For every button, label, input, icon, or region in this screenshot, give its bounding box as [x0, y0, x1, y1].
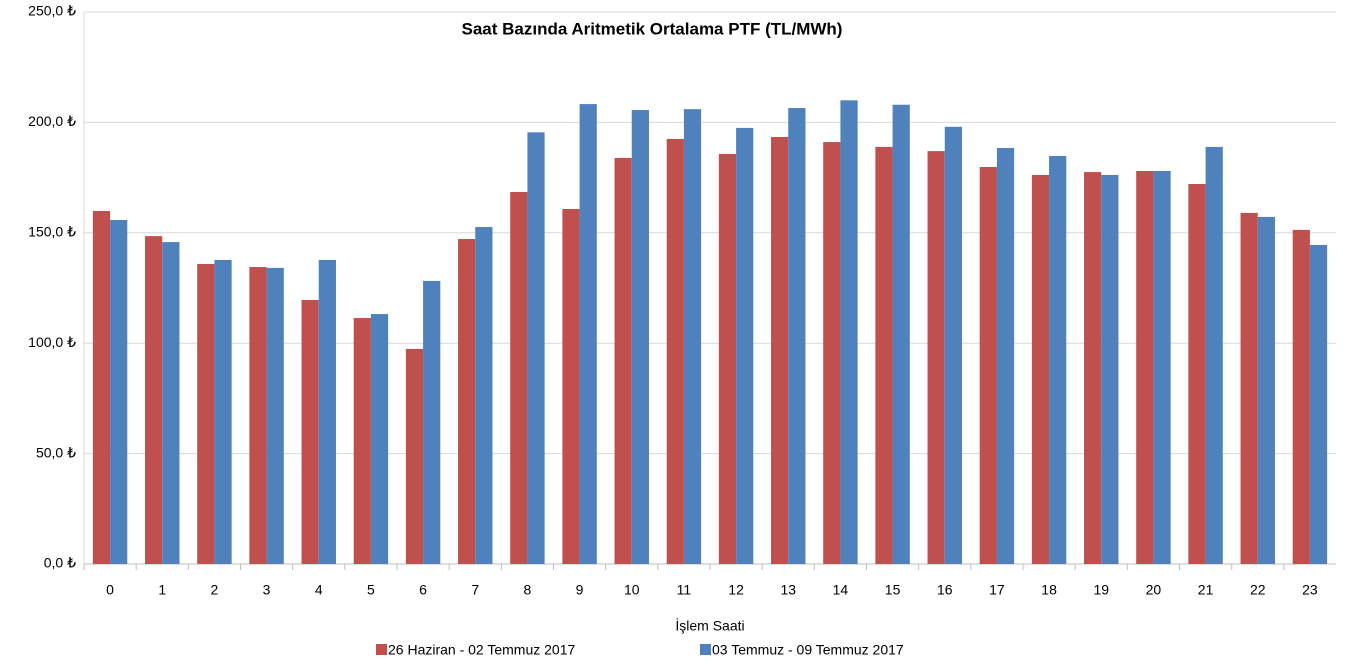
x-tick-label: 7 — [471, 582, 479, 598]
y-tick-label: 0,0 ₺ — [44, 555, 76, 571]
x-tick-label: 16 — [937, 582, 953, 598]
bar — [683, 109, 702, 564]
bar — [527, 132, 545, 564]
bar — [1292, 229, 1310, 564]
bar — [110, 219, 128, 565]
x-tick-label: 8 — [524, 582, 532, 598]
x-tick-label: 17 — [989, 582, 1005, 598]
bar — [788, 108, 806, 564]
bar — [405, 348, 424, 564]
bar — [823, 142, 841, 564]
bar — [145, 236, 163, 564]
x-tick-label: 1 — [158, 582, 166, 598]
bar — [318, 259, 336, 564]
bar — [979, 167, 997, 565]
legend-swatch — [376, 644, 387, 655]
bar — [162, 242, 180, 564]
bar — [736, 127, 754, 565]
bar — [458, 238, 476, 564]
bar — [944, 126, 962, 564]
bar — [875, 146, 893, 564]
bar — [562, 208, 580, 564]
bar — [927, 151, 945, 564]
bar — [718, 153, 737, 564]
bar — [771, 136, 789, 565]
x-tick-label: 2 — [211, 582, 219, 598]
bar — [353, 318, 371, 564]
bar — [1257, 216, 1275, 564]
legend-label: 26 Haziran - 02 Temmuz 2017 — [388, 642, 575, 658]
x-tick-label: 4 — [315, 582, 323, 598]
x-tick-label: 11 — [677, 582, 692, 598]
chart-title: Saat Bazında Aritmetik Ortalama PTF (TL/… — [462, 19, 843, 38]
x-tick-label: 23 — [1302, 582, 1318, 598]
x-tick-label: 9 — [576, 582, 584, 598]
bar — [475, 227, 493, 564]
bar — [249, 267, 267, 564]
x-tick-label: 6 — [419, 582, 427, 598]
bar — [1309, 244, 1328, 564]
bar — [1049, 155, 1067, 564]
bar — [840, 100, 858, 564]
bar — [423, 280, 441, 564]
x-tick-label: 0 — [106, 582, 114, 598]
bar — [631, 110, 649, 564]
bar — [1031, 174, 1050, 565]
bar — [996, 148, 1015, 564]
legend-swatch — [700, 644, 711, 655]
x-tick-label: 3 — [263, 582, 271, 598]
x-tick-label: 21 — [1198, 582, 1214, 598]
y-tick-label: 100,0 ₺ — [28, 334, 76, 350]
bar — [92, 210, 111, 564]
bar — [666, 138, 684, 564]
bar — [510, 191, 528, 564]
bar — [1084, 172, 1102, 564]
bar — [1188, 184, 1206, 564]
bar — [370, 314, 389, 564]
y-tick-label: 50,0 ₺ — [36, 444, 76, 460]
bar — [892, 104, 910, 565]
x-axis-label: İşlem Saati — [675, 617, 744, 634]
bar — [1153, 170, 1171, 564]
x-tick-label: 19 — [1093, 582, 1109, 598]
bar — [1101, 174, 1119, 565]
x-tick-label: 20 — [1146, 582, 1162, 598]
y-tick-label: 150,0 ₺ — [28, 224, 76, 240]
y-tick-label: 250,0 ₺ — [28, 3, 76, 19]
y-tick-label: 200,0 ₺ — [28, 113, 76, 129]
x-tick-label: 18 — [1041, 582, 1057, 598]
bar — [1240, 212, 1258, 565]
bar — [197, 263, 215, 564]
bar — [1136, 170, 1154, 564]
x-tick-label: 22 — [1250, 582, 1266, 598]
x-tick-label: 15 — [885, 582, 901, 598]
legend-label: 03 Temmuz - 09 Temmuz 2017 — [712, 642, 904, 658]
bar — [214, 259, 232, 564]
x-tick-label: 12 — [728, 582, 744, 598]
bar — [266, 267, 284, 564]
x-tick-label: 5 — [367, 582, 375, 598]
bar — [579, 104, 597, 564]
x-tick-label: 14 — [833, 582, 849, 598]
bar — [301, 299, 319, 564]
bar — [614, 157, 632, 565]
x-tick-label: 10 — [624, 582, 640, 598]
bar — [1205, 146, 1223, 564]
x-tick-label: 13 — [780, 582, 796, 598]
